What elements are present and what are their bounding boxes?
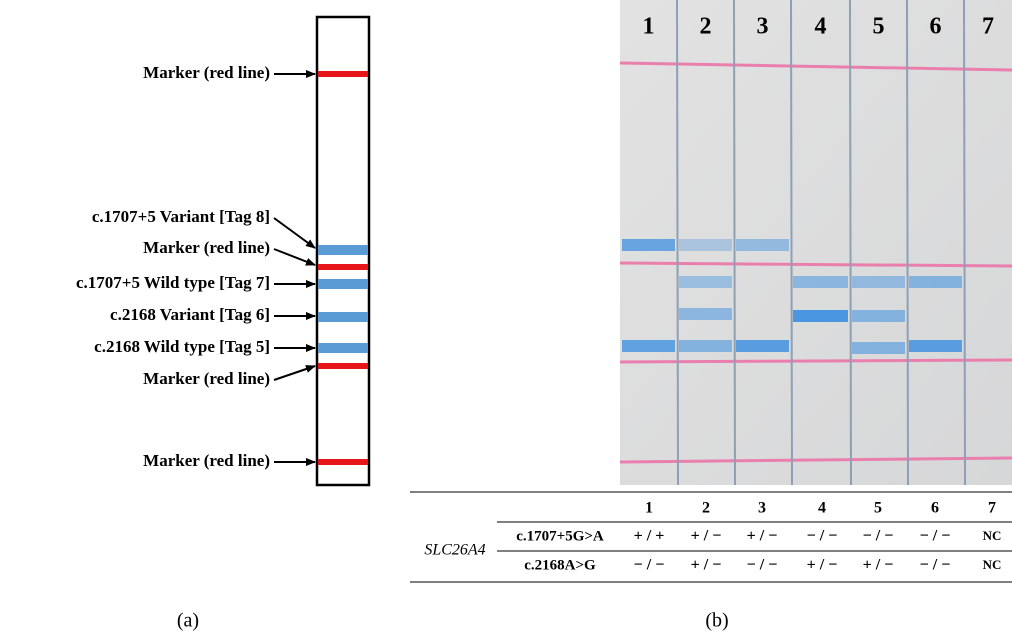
row-label: c.2168A>G	[524, 557, 596, 573]
lane-divider	[677, 0, 678, 485]
band-label: Marker (red line)	[143, 451, 270, 470]
blue-test-band	[622, 239, 675, 251]
table-cell: + / +	[634, 528, 665, 545]
lane-number: 7	[982, 14, 994, 40]
lane-number: 3	[757, 14, 769, 40]
lane-number: 6	[930, 14, 942, 40]
table-cell: + / −	[863, 557, 894, 574]
blue-test-band	[909, 276, 962, 288]
table-cell: + / −	[807, 557, 838, 574]
band-label: c.2168 Variant [Tag 6]	[110, 305, 270, 324]
arrow	[274, 366, 315, 380]
blue-test-band	[736, 340, 789, 352]
arrow	[274, 249, 315, 265]
caption-b: (b)	[705, 610, 728, 632]
blue-test-band	[736, 239, 789, 251]
band-label: Marker (red line)	[143, 369, 270, 388]
arrow	[274, 218, 315, 248]
table-header: 4	[818, 500, 826, 517]
red-marker-band	[318, 363, 368, 369]
caption-a: (a)	[177, 610, 199, 632]
lane-divider	[734, 0, 735, 485]
table-header: 7	[988, 500, 996, 517]
table-cell: + / −	[691, 557, 722, 574]
blue-test-band	[909, 340, 962, 352]
table-cell: NC	[983, 528, 1002, 543]
blue-test-band	[679, 340, 732, 352]
gene-name: SLC26A4	[424, 542, 485, 559]
lane-number: 2	[700, 14, 712, 40]
lane-divider	[791, 0, 792, 485]
table-header: 1	[645, 500, 653, 517]
band-label: c.1707+5 Variant [Tag 8]	[92, 207, 270, 226]
blue-tag-band	[318, 279, 368, 289]
blue-test-band	[793, 310, 848, 322]
table-header: 5	[874, 500, 882, 517]
table-cell: + / −	[747, 528, 778, 545]
table-cell: + / −	[691, 528, 722, 545]
band-label: c.2168 Wild type [Tag 5]	[94, 337, 270, 356]
lane-divider	[907, 0, 908, 485]
blue-test-band	[852, 276, 905, 288]
lane-divider	[964, 0, 965, 485]
figure: (a) (b) Marker (red line) c.1707+5 Varian…	[0, 0, 1012, 636]
table-header: 3	[758, 500, 766, 517]
blue-tag-band	[318, 245, 368, 255]
lane-number: 4	[815, 14, 827, 40]
blue-test-band	[679, 239, 732, 251]
table-cell: − / −	[920, 528, 951, 545]
blue-tag-band	[318, 343, 368, 353]
table-cell: − / −	[634, 557, 665, 574]
blue-test-band	[622, 340, 675, 352]
table-cell: − / −	[747, 557, 778, 574]
blue-tag-band	[318, 312, 368, 322]
blue-test-band	[679, 276, 732, 288]
lane-number: 1	[643, 14, 655, 40]
table-cell: − / −	[863, 528, 894, 545]
blue-test-band	[852, 310, 905, 322]
lane-divider	[850, 0, 851, 485]
red-marker-line	[620, 360, 1012, 362]
row-label: c.1707+5G>A	[516, 528, 604, 544]
table-cell: − / −	[807, 528, 838, 545]
band-label: c.1707+5 Wild type [Tag 7]	[76, 273, 270, 292]
band-label: Marker (red line)	[143, 63, 270, 82]
blue-test-band	[679, 308, 732, 320]
lane-number: 5	[873, 14, 885, 40]
table-header: 2	[702, 500, 710, 517]
table-cell: NC	[983, 557, 1002, 572]
blue-test-band	[852, 342, 905, 354]
red-marker-band	[318, 459, 368, 465]
table-cell: − / −	[920, 557, 951, 574]
red-marker-band	[318, 71, 368, 77]
red-marker-band	[318, 264, 368, 270]
band-label: Marker (red line)	[143, 238, 270, 257]
blue-test-band	[793, 276, 848, 288]
table-header: 6	[931, 500, 939, 517]
